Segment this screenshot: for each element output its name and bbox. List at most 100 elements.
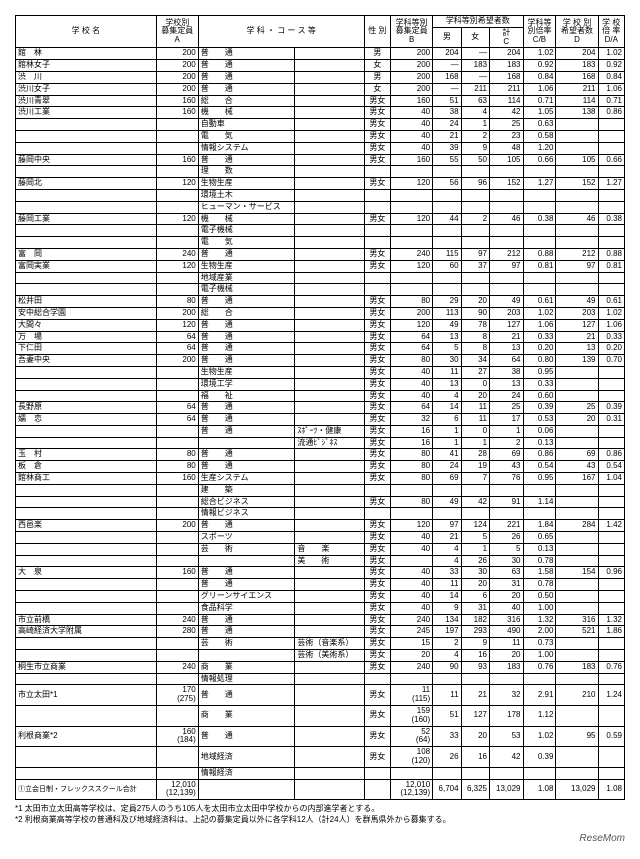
cell: 46 bbox=[556, 213, 598, 225]
cell bbox=[523, 225, 556, 237]
cell: 210 bbox=[556, 685, 598, 706]
cell: 0.33 bbox=[523, 378, 556, 390]
cell bbox=[523, 166, 556, 178]
cell bbox=[490, 225, 523, 237]
table-row: 普 通男女401120310.78 bbox=[16, 579, 625, 591]
cell: 49 bbox=[556, 296, 598, 308]
cell: 芸 術 bbox=[198, 638, 295, 650]
cell bbox=[295, 496, 364, 508]
cell: 1.06 bbox=[598, 319, 625, 331]
cell bbox=[598, 130, 625, 142]
cell bbox=[295, 237, 364, 249]
cell: 普 通 bbox=[198, 461, 295, 473]
cell bbox=[16, 437, 157, 449]
cell bbox=[16, 378, 157, 390]
cell bbox=[364, 237, 390, 249]
cell: 情報システム bbox=[198, 142, 295, 154]
cell: 西邑楽 bbox=[16, 520, 157, 532]
cell: 1 bbox=[461, 543, 489, 555]
cell: 1.32 bbox=[598, 614, 625, 626]
cell: 0.81 bbox=[523, 260, 556, 272]
cell: ｽﾎﾟｰﾂ・健康 bbox=[295, 425, 364, 437]
cell bbox=[556, 390, 598, 402]
cell: 80 bbox=[156, 449, 198, 461]
cell bbox=[598, 225, 625, 237]
cell: 普 通 bbox=[198, 48, 295, 60]
cell: 105 bbox=[556, 154, 598, 166]
cell: 178 bbox=[490, 706, 523, 727]
cell: 0.13 bbox=[523, 543, 556, 555]
cell: 113 bbox=[433, 307, 461, 319]
cell: 男女 bbox=[364, 661, 390, 673]
cell bbox=[433, 673, 461, 685]
cell: 280 bbox=[156, 626, 198, 638]
cell: 0.71 bbox=[598, 95, 625, 107]
cell bbox=[391, 508, 433, 520]
cell: 27 bbox=[461, 366, 489, 378]
cell: 男女 bbox=[364, 307, 390, 319]
cell bbox=[156, 767, 198, 779]
cell: 60 bbox=[433, 260, 461, 272]
cell bbox=[391, 673, 433, 685]
cell: 普 通 bbox=[198, 331, 295, 343]
cell: 168 bbox=[433, 71, 461, 83]
table-row: 市立太田*1170(275)普 通男女11(115)1121322.912101… bbox=[16, 685, 625, 706]
table-row: 総合ビジネス男女804942911.14 bbox=[16, 496, 625, 508]
cell: 64 bbox=[391, 402, 433, 414]
cell bbox=[156, 496, 198, 508]
cell: 男女 bbox=[364, 213, 390, 225]
cell: 板 倉 bbox=[16, 461, 157, 473]
cell: 嬬 恋 bbox=[16, 414, 157, 426]
cell bbox=[523, 767, 556, 779]
cell bbox=[556, 225, 598, 237]
cell: 46 bbox=[490, 213, 523, 225]
cell: 0 bbox=[461, 425, 489, 437]
cell bbox=[295, 602, 364, 614]
cell: 43 bbox=[556, 461, 598, 473]
col-gender: 性 別 bbox=[364, 16, 390, 48]
cell: ヒューマン・サービス bbox=[198, 201, 295, 213]
cell: 生産システム bbox=[198, 473, 295, 485]
cell bbox=[556, 591, 598, 603]
cell: 0.58 bbox=[523, 130, 556, 142]
cell bbox=[461, 166, 489, 178]
table-row: 情報システム男女40399481.20 bbox=[16, 142, 625, 154]
cell: 0.92 bbox=[598, 60, 625, 72]
cell bbox=[598, 706, 625, 727]
cell: 64 bbox=[391, 343, 433, 355]
cell: 男女 bbox=[364, 726, 390, 747]
cell: 男女 bbox=[364, 95, 390, 107]
cell: 建 築 bbox=[198, 484, 295, 496]
cell: 97 bbox=[490, 260, 523, 272]
cell bbox=[461, 189, 489, 201]
cell: 221 bbox=[490, 520, 523, 532]
cell: 0.78 bbox=[523, 579, 556, 591]
table-row: 建 築 bbox=[16, 484, 625, 496]
cell bbox=[598, 201, 625, 213]
col-school: 学 校 名 bbox=[16, 16, 157, 48]
cell: 女 bbox=[364, 83, 390, 95]
cell: 13 bbox=[490, 343, 523, 355]
cell bbox=[16, 747, 157, 768]
cell: 吾妻中央 bbox=[16, 355, 157, 367]
cell bbox=[598, 366, 625, 378]
cell: 普 通 bbox=[198, 83, 295, 95]
cell: 28 bbox=[461, 449, 489, 461]
cell: 95 bbox=[556, 726, 598, 747]
cell: 8 bbox=[461, 343, 489, 355]
cell bbox=[598, 272, 625, 284]
cell bbox=[16, 532, 157, 544]
cell: 0.88 bbox=[598, 248, 625, 260]
table-row: 芸 術芸術（音楽系）男女1529110.73 bbox=[16, 638, 625, 650]
cell: 20 bbox=[490, 591, 523, 603]
cell bbox=[16, 201, 157, 213]
cell: 男女 bbox=[364, 390, 390, 402]
cell bbox=[16, 189, 157, 201]
cell: 館林商工 bbox=[16, 473, 157, 485]
cell: 16 bbox=[461, 747, 489, 768]
cell: 生物生産 bbox=[198, 366, 295, 378]
cell: 渋川青翠 bbox=[16, 95, 157, 107]
cell: 211 bbox=[461, 83, 489, 95]
cell bbox=[556, 437, 598, 449]
cell: 0.38 bbox=[523, 213, 556, 225]
